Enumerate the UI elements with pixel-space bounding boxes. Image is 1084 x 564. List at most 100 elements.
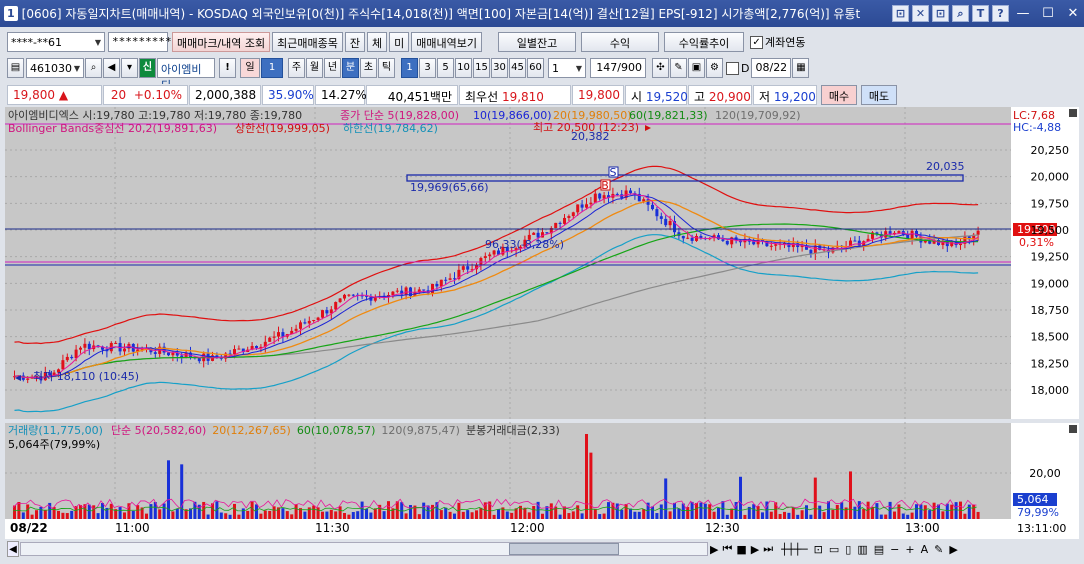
volume-bar [668,511,672,519]
search-icon[interactable]: ⌕ [85,58,102,78]
minute-60-button[interactable]: 60 [527,58,544,78]
volume-bar [312,505,316,519]
candle-icon[interactable]: ▥ [857,542,868,556]
chart-svg[interactable]: 최고 20,500 (12:23) 최저 18,110 (10:45) 20,382… [5,107,1079,539]
text-size-icon[interactable]: A [920,542,929,556]
unexecuted-button[interactable]: 미 [389,32,410,52]
pane-close-icon[interactable] [1069,425,1077,433]
scroll-thumb[interactable] [509,543,619,555]
first-icon[interactable]: ⏮ [722,542,733,555]
zoom-icon[interactable]: ⌕ [952,5,969,22]
candle-body [105,349,109,352]
quote-bar: 19,800 ▲ 20 +0.10% 2,000,388 35.90% 14.2… [0,84,1084,106]
minute-3-button[interactable]: 3 [419,58,436,78]
zoom-fit-icon[interactable]: ⊡ [813,542,823,556]
candle-body [303,322,307,324]
account-link-checkbox[interactable]: ✓ [750,35,764,49]
last-icon[interactable]: ⏭ [763,542,774,555]
account-select[interactable]: ****-**61 ▼ [7,32,105,52]
period-second-button[interactable]: 초 [360,58,377,78]
alert-icon[interactable]: ! [219,58,236,78]
stock-code-select[interactable]: 461030 ▼ [26,58,84,78]
period-month-button[interactable]: 월 [306,58,323,78]
scroll-end-icon[interactable]: ▶ [949,542,958,556]
sell-button[interactable]: 매도 [861,85,897,105]
period-year-button[interactable]: 년 [324,58,341,78]
play-icon[interactable]: ▶ [750,542,760,556]
period-minute-button[interactable]: 분 [342,58,359,78]
volume-bar [48,502,52,519]
trade-history-view-button[interactable]: 매매내역보기 [411,32,483,52]
tools-icon[interactable]: ✎ [670,58,687,78]
chart-area[interactable]: 최고 20,500 (12:23) 최저 18,110 (10:45) 20,382… [5,107,1079,539]
volume-bar [435,502,439,519]
close-icon[interactable]: ✕ [1067,5,1079,21]
chart-type-icon[interactable]: ▤ [873,542,885,556]
crosshair-icon[interactable]: ✣ [652,58,669,78]
candle-body [259,346,263,348]
stop-icon[interactable]: ■ [736,542,747,556]
legend-bb-lower: 하한선(19,784,62) [343,121,438,135]
volume-bar [417,514,421,519]
price-pane[interactable] [5,107,1011,419]
pin-icon[interactable]: ⊡ [932,5,949,22]
date-checkbox[interactable] [726,61,739,75]
zoom-out-icon[interactable]: ▭ [828,542,840,556]
slider-icon[interactable]: ┼┼┼─ [781,542,808,556]
date-field[interactable]: 08/22 [751,58,792,78]
draw-icon[interactable]: ✎ [934,542,944,556]
text-icon[interactable]: T [972,5,989,22]
minute-45-button[interactable]: 45 [509,58,526,78]
pane-splitter[interactable] [5,419,1079,423]
profit-button[interactable]: 수익 [581,32,660,52]
layout-icon[interactable]: ▤ [7,58,24,78]
scroll-track[interactable] [20,542,708,556]
volume-bar [96,513,100,519]
legend-volume: 거래량(11,775,00) 단순 5(20,582,60) 20(12,267,6… [8,424,560,437]
recent-trades-button[interactable]: 최근매매종목 [272,32,343,52]
minute-10-button[interactable]: 10 [455,58,472,78]
minus-icon[interactable]: − [890,542,900,556]
toolbar-chart: ▤ 461030▼ ⌕ ◀ ▾ 신 아이엠비디 ! 일 1 주 월 년 분 초 … [0,56,1084,92]
speaker-icon[interactable]: ◀ [103,58,120,78]
trade-mark-query-button[interactable]: 매매마크/내역 조회 [172,32,271,52]
buy-button[interactable]: 매수 [821,85,857,105]
minute-30-button[interactable]: 30 [491,58,508,78]
dropdown-icon[interactable]: ▾ [121,58,138,78]
volume-bar [105,507,109,519]
period-day-value[interactable]: 1 [261,58,283,78]
maximize-icon[interactable]: ☐ [1042,5,1054,21]
count-range[interactable]: 147/900 [590,58,646,78]
pane-menu-icon[interactable] [1069,109,1077,117]
plus-icon[interactable]: + [905,542,915,556]
volume-bar [497,509,500,519]
scroll-right-icon[interactable]: ▶ [710,542,719,556]
candle-body [321,310,324,318]
minute-5-button[interactable]: 5 [437,58,454,78]
profit-rate-trend-button[interactable]: 수익률추이 [664,32,745,52]
minute-15-button[interactable]: 15 [473,58,490,78]
scroll-left-icon[interactable]: ◀ [7,541,19,557]
zoom-in-icon[interactable]: ▯ [845,542,852,556]
balance-button[interactable]: 잔 [344,32,366,52]
help-icon[interactable]: ? [992,5,1009,22]
minimize-icon[interactable]: — [1016,5,1030,21]
candle-body [219,357,223,359]
daily-balance-button[interactable]: 일별잔고 [498,32,577,52]
period-tick-button[interactable]: 틱 [378,58,395,78]
restore-icon[interactable]: ⊡ [892,5,909,22]
candle-body [241,348,245,353]
calendar-icon[interactable]: ▦ [792,58,810,78]
save-icon[interactable]: ▣ [688,58,705,78]
scroll-bar[interactable]: ◀ ▶ ⏮ ■ ▶ ⏭ ┼┼┼─ ⊡ ▭ ▯ ▥ ▤ − + A ✎ ▶ [5,539,1079,559]
period-week-button[interactable]: 주 [288,58,305,78]
minute-1-button[interactable]: 1 [401,58,418,78]
x-tick-label: 13:00 [905,521,940,535]
volume-bar [338,506,342,519]
tool-close-icon[interactable]: ✕ [912,5,929,22]
count-select[interactable]: 1 ▼ [548,58,586,78]
period-day-button[interactable]: 일 [240,58,260,78]
password-field[interactable]: ********* [108,32,172,52]
executed-button[interactable]: 체 [367,32,388,52]
settings-icon[interactable]: ⚙ [706,58,723,78]
